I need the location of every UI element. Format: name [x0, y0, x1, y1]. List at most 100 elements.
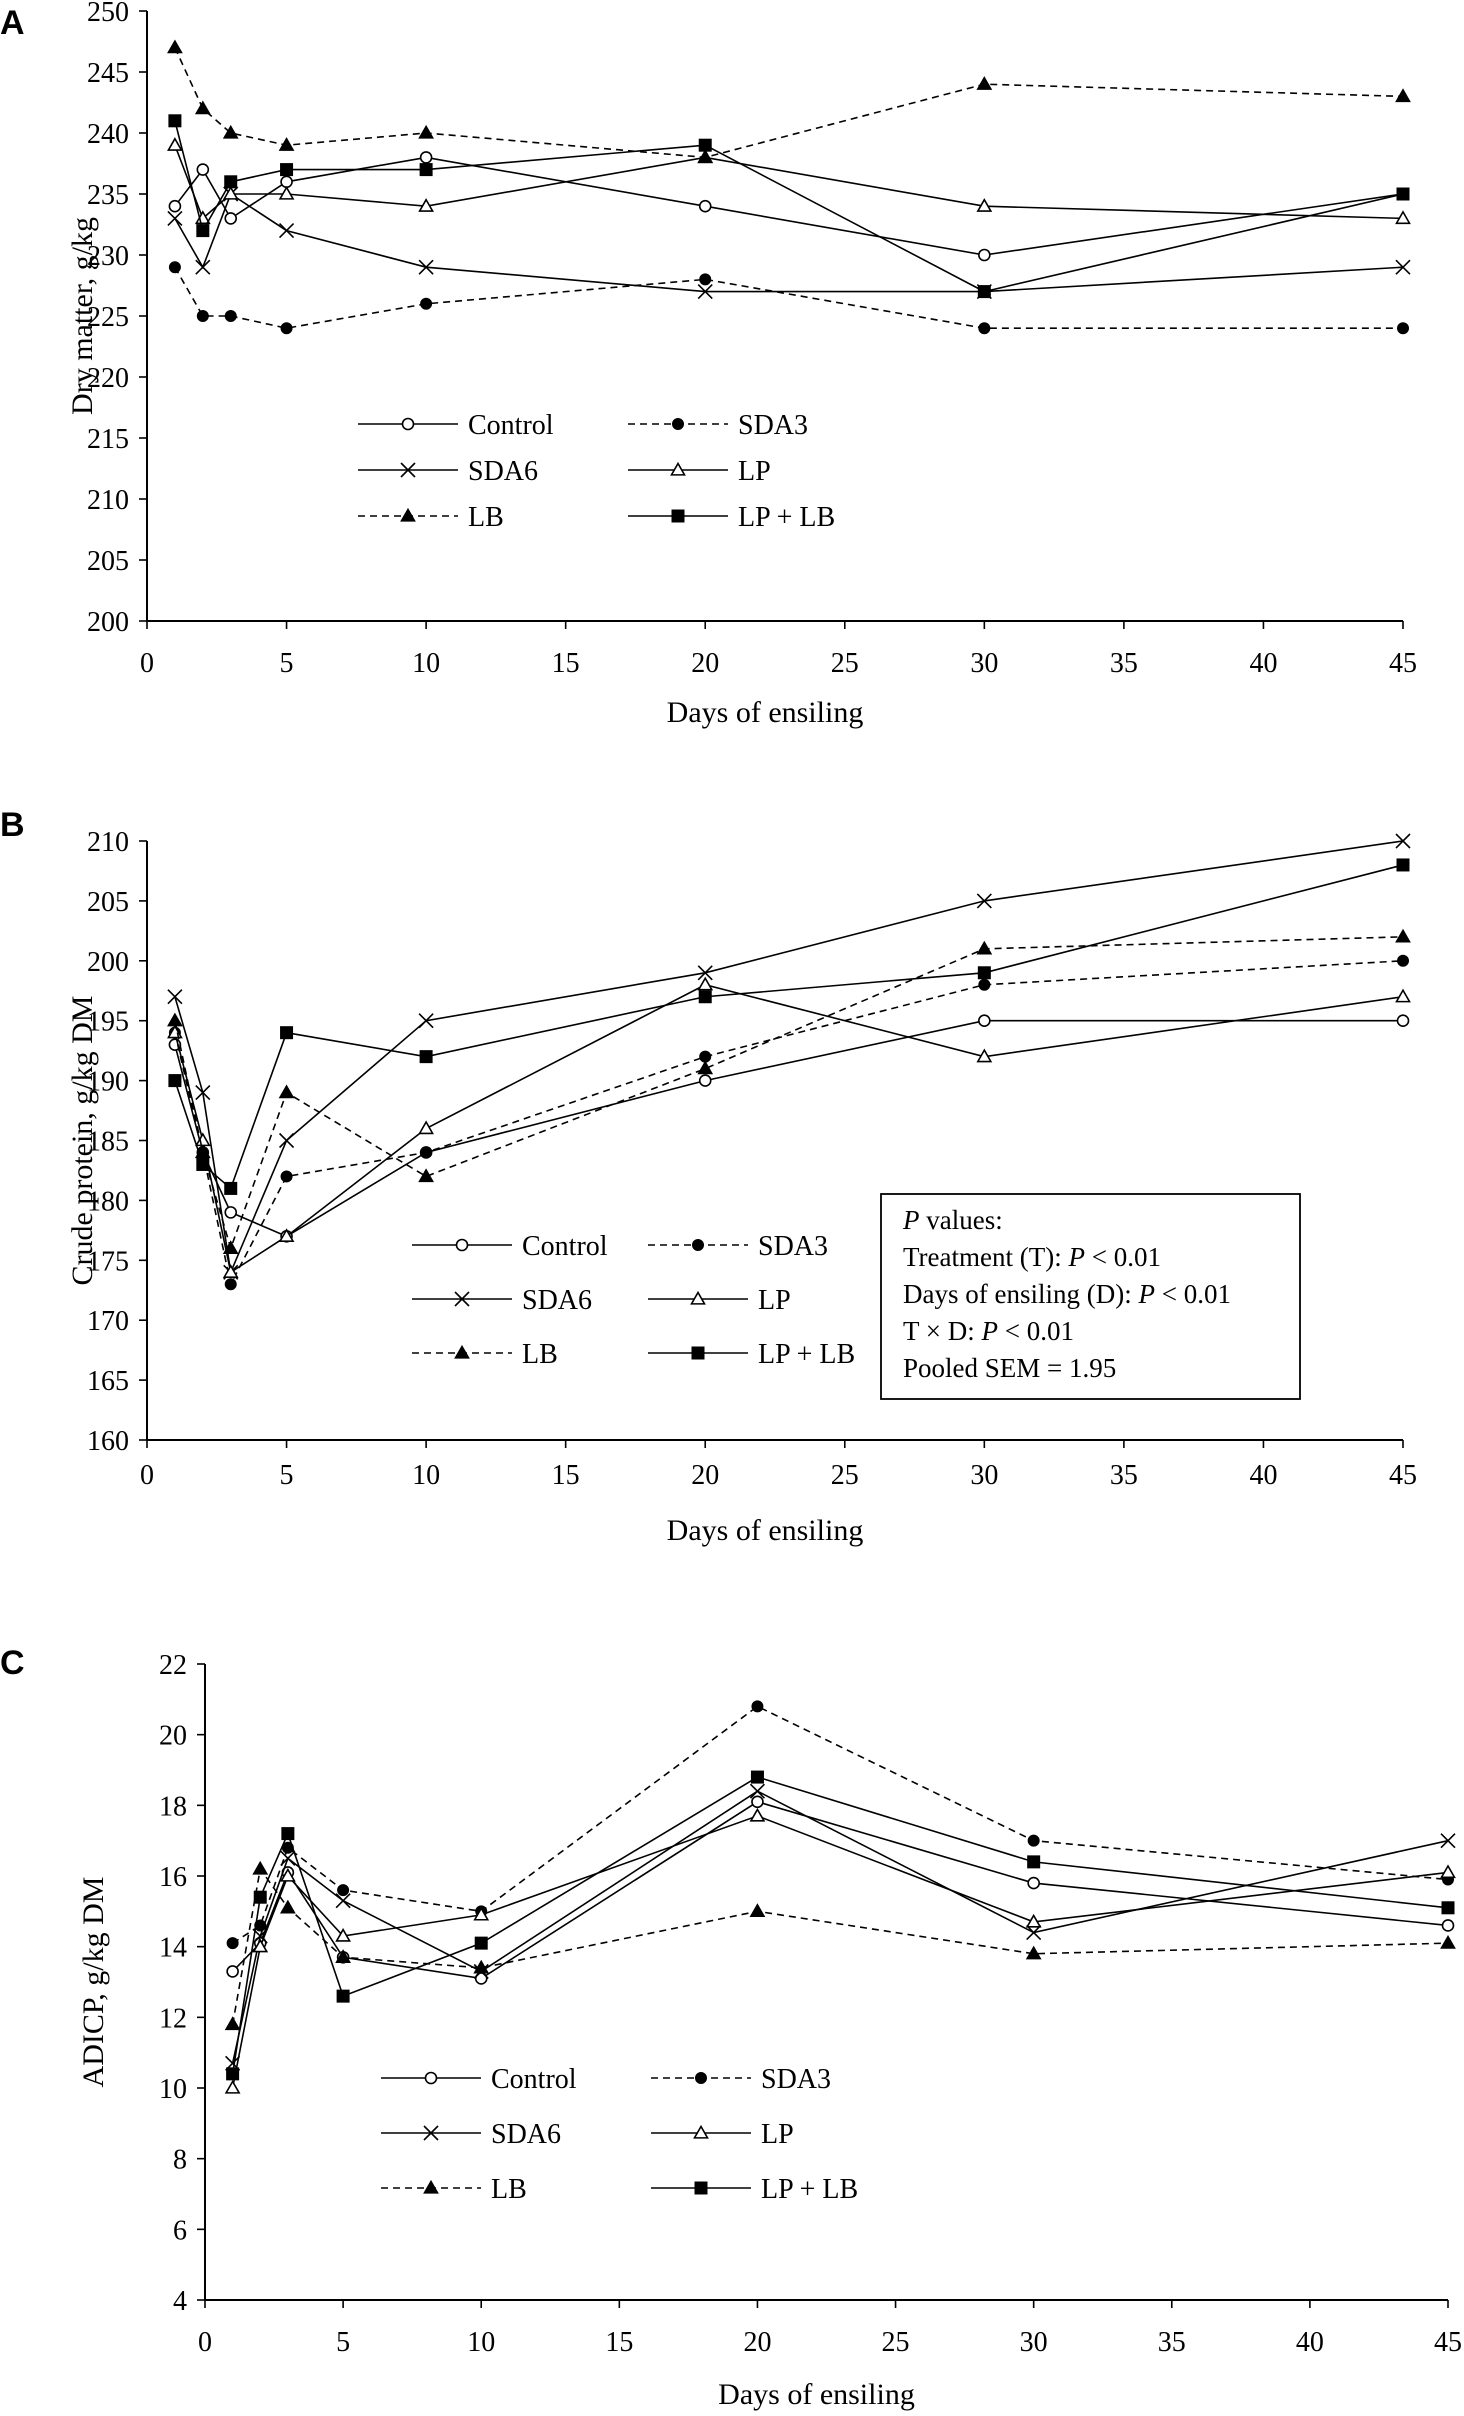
data-point	[976, 940, 993, 955]
data-point	[278, 1084, 295, 1099]
y-tick-label: 205	[87, 546, 129, 577]
y-tick-label: 245	[87, 58, 129, 89]
data-point	[976, 893, 992, 909]
data-point	[977, 966, 991, 980]
x-tick-label: 30	[970, 1460, 998, 1491]
data-point	[278, 1132, 295, 1149]
data-point	[1025, 1913, 1042, 1928]
data-point	[418, 124, 434, 139]
data-point	[280, 1170, 293, 1183]
data-point	[419, 151, 433, 164]
annotation-text: < 0.01	[1085, 1242, 1161, 1272]
data-point	[978, 1014, 991, 1028]
data-point	[698, 1074, 712, 1087]
data-point	[751, 1795, 764, 1809]
y-tick-label: 22	[159, 1650, 187, 1681]
data-point	[1441, 1919, 1455, 1932]
series-line	[232, 1800, 1449, 1980]
x-tick-label: 25	[882, 2327, 910, 2358]
data-point	[281, 1827, 295, 1841]
data-point	[226, 1937, 239, 1950]
data-point	[1395, 833, 1411, 849]
data-point	[420, 1146, 433, 1159]
series-line	[231, 1776, 1449, 2074]
legend: Control SDA3 SDA6 LP LB LP + LB	[412, 1231, 855, 1370]
chart-panel-b: B 160 165 170 175 180 185 190 195 200 205 210 0 5 10 15…	[0, 806, 1417, 1547]
legend-marker	[692, 1239, 704, 1251]
data-point	[224, 175, 238, 189]
data-point	[1026, 1924, 1042, 1941]
annotation-text: P	[1067, 1242, 1085, 1272]
data-point	[224, 2016, 241, 2031]
x-tick-label: 40	[1296, 2327, 1324, 2358]
x-tick-label: 5	[280, 648, 294, 679]
legend-marker	[694, 2181, 708, 2195]
series-sda6	[167, 186, 1411, 300]
data-point	[226, 2067, 240, 2081]
series-lp	[224, 1807, 1456, 2094]
legend-label: SDA6	[522, 1285, 592, 1316]
data-point	[699, 273, 712, 286]
data-point	[196, 224, 210, 238]
legend-marker	[424, 2071, 438, 2085]
legend-marker	[455, 1238, 469, 1252]
y-tick-label: 180	[87, 1186, 129, 1217]
annotation-line: Days of ensiling (D): P < 0.01	[903, 1279, 1231, 1309]
x-tick-label: 40	[1249, 1460, 1277, 1491]
y-tick-label: 6	[173, 2215, 187, 2246]
annotation-text: Treatment (T):	[903, 1242, 1068, 1272]
panel-letter: B	[0, 806, 25, 844]
data-point	[1395, 210, 1411, 225]
y-tick-label: 205	[87, 887, 129, 918]
y-tick-label: 230	[87, 241, 129, 272]
y-tick-label: 225	[87, 302, 129, 333]
data-point	[226, 1965, 239, 1978]
series-lp-lb	[226, 1770, 1455, 2081]
y-tick-label: 8	[173, 2145, 187, 2176]
x-axis-label: Days of ensiling	[667, 1514, 864, 1547]
legend-label: LB	[522, 1339, 558, 1370]
data-point	[418, 1168, 434, 1183]
data-point	[224, 1181, 238, 1195]
y-tick-label: 18	[159, 1791, 187, 1822]
y-tick-label: 185	[87, 1127, 129, 1158]
annotation-line: Pooled SEM = 1.95	[903, 1353, 1116, 1383]
annotation-text: Pooled SEM = 1.95	[903, 1353, 1116, 1383]
x-tick-label: 5	[280, 1460, 294, 1491]
data-point	[697, 149, 714, 164]
series-line	[232, 1705, 1449, 1944]
y-tick-label: 250	[87, 0, 129, 28]
data-point	[699, 1050, 712, 1063]
data-point	[1027, 1855, 1041, 1869]
series-line	[174, 47, 1404, 159]
legend-label: LP + LB	[738, 502, 835, 533]
data-point	[976, 198, 993, 212]
annotation-line: Treatment (T): P < 0.01	[903, 1242, 1161, 1272]
x-tick-label: 30	[970, 648, 998, 679]
data-point	[1397, 954, 1409, 967]
data-point	[419, 1050, 433, 1064]
data-point	[253, 1890, 267, 1904]
data-point	[1396, 1014, 1410, 1028]
data-point	[279, 1867, 296, 1882]
data-point	[418, 198, 434, 212]
legend-label: LP	[761, 2119, 794, 2150]
legend-label: LP + LB	[758, 1339, 855, 1370]
data-point	[224, 2079, 241, 2094]
legend-marker	[423, 2125, 439, 2141]
y-axis-label: ADICP, g/kg DM	[77, 1877, 110, 2088]
data-point	[698, 199, 712, 213]
annotation-line: T × D: P < 0.01	[903, 1316, 1074, 1346]
legend-label: SDA6	[468, 456, 538, 487]
data-point	[418, 259, 434, 275]
x-tick-label: 35	[1110, 648, 1138, 679]
data-point	[1440, 1864, 1456, 1879]
y-tick-label: 215	[87, 424, 129, 455]
y-tick-label: 210	[87, 485, 129, 516]
panel-letter: C	[0, 1644, 25, 1682]
data-point	[1025, 1945, 1042, 1960]
data-point	[419, 163, 433, 177]
y-tick-label: 235	[87, 180, 129, 211]
y-axis-label: Dry matter, g/kg	[66, 217, 99, 415]
